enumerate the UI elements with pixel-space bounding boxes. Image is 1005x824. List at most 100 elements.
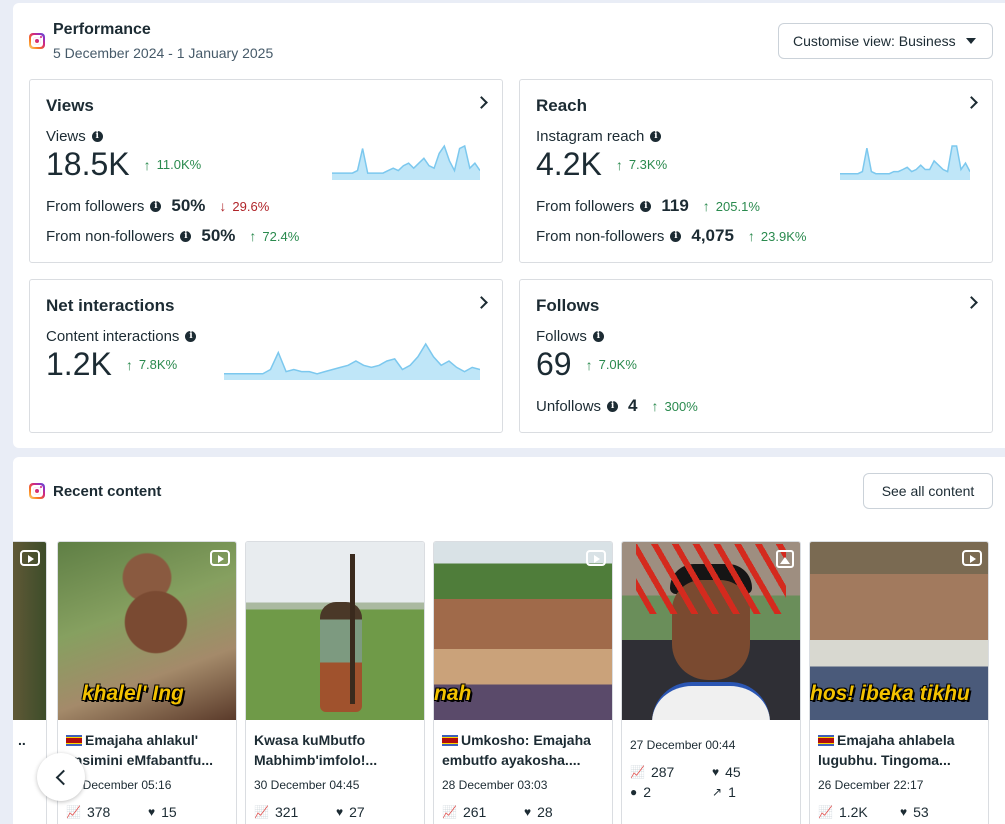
post-card[interactable]: hos! ibeka tikhu Emajaha ahlabela lugubh… bbox=[809, 541, 989, 824]
reach-card[interactable]: Reach Instagram reach i 4.2K ↑ 7.3K% From … bbox=[519, 79, 993, 263]
views-metric-label: Views i bbox=[46, 128, 103, 145]
caption-text: Emajaha ahlakul' bbox=[85, 732, 199, 748]
post-card[interactable]: nah Umkosho: Emajaha embutfo ayakosha...… bbox=[433, 541, 613, 824]
views-card[interactable]: Views Views i 18.5K ↑ 11.0K% From follower… bbox=[29, 79, 503, 263]
row-change: ↑ 300% bbox=[652, 398, 698, 414]
info-icon[interactable]: i bbox=[91, 131, 103, 142]
reel-icon bbox=[962, 550, 982, 566]
info-icon[interactable]: i bbox=[670, 230, 682, 242]
share-icon: ↗ bbox=[712, 785, 723, 799]
chevron-right-icon[interactable] bbox=[965, 296, 978, 309]
views-stat: 📈 287 bbox=[630, 764, 674, 780]
follows-metric-label: Follows i bbox=[536, 328, 604, 345]
interactions-value: 1.2K bbox=[46, 346, 112, 382]
views-stat: 📈 261 bbox=[442, 804, 486, 820]
info-icon[interactable]: i bbox=[607, 400, 619, 412]
post-thumbnail bbox=[13, 542, 46, 720]
row-label: From followers bbox=[46, 197, 145, 215]
post-card[interactable]: Kwasa kuMbutfo Mabhimb'imfolo!... 30 Dec… bbox=[245, 541, 425, 824]
row-value: 50% bbox=[171, 196, 206, 215]
post-date: 30 December 04:45 bbox=[254, 778, 360, 792]
interactions-card[interactable]: Net interactions Content interactions i 1… bbox=[29, 279, 503, 433]
row-change-text: 300% bbox=[664, 398, 698, 414]
row-value: 4,075 bbox=[691, 226, 734, 245]
sparkline-line bbox=[840, 145, 970, 175]
sparkline-line bbox=[224, 342, 480, 375]
row-label: From non-followers bbox=[536, 227, 665, 245]
thumbnail-overlay-text: khalel' Ing bbox=[82, 682, 184, 705]
info-icon[interactable]: i bbox=[640, 200, 652, 212]
caption-line: ensimini eMfabantfu... bbox=[66, 752, 214, 768]
post-card[interactable]: 27 December 00:44 📈 287 ♥ 45 ● 2 ↗ 1 bbox=[621, 541, 801, 824]
shares-stat: ↗ 1 bbox=[712, 784, 736, 800]
arrow-up-icon: ↑ bbox=[615, 156, 623, 173]
interactions-metric-label: Content interactions i bbox=[46, 328, 197, 345]
likes-stat: ♥ 28 bbox=[524, 804, 553, 820]
post-caption: Emajaha ahlakul' ensimini eMfabantfu... bbox=[66, 730, 232, 770]
follows-card-title: Follows bbox=[536, 296, 600, 315]
comments-stat: ● 2 bbox=[630, 784, 651, 800]
post-caption: Umkosho: Emajaha embutfo ayakosha.... bbox=[442, 730, 608, 770]
post-caption: Kwasa kuMbutfo Mabhimb'imfolo!... bbox=[254, 730, 420, 770]
post-thumbnail bbox=[246, 542, 424, 720]
info-icon[interactable]: i bbox=[592, 331, 604, 342]
row-change-text: 205.1% bbox=[715, 198, 760, 214]
arrow-up-icon: ↑ bbox=[651, 398, 659, 414]
chevron-right-icon[interactable] bbox=[475, 96, 488, 109]
heart-icon: ♥ bbox=[148, 805, 156, 819]
row-change-text: 72.4% bbox=[262, 228, 300, 244]
carousel-previous-button[interactable] bbox=[37, 753, 85, 801]
row-value: 119 bbox=[661, 196, 689, 215]
shares-count: 1 bbox=[728, 784, 736, 800]
feather-crown-figure bbox=[636, 544, 786, 614]
arrow-up-icon: ↑ bbox=[585, 356, 593, 373]
sparkline-area bbox=[332, 146, 480, 180]
post-caption: Emajaha ahlabela lugubhu. Tingoma... bbox=[818, 730, 984, 770]
post-card[interactable]: khalel' Ing Emajaha ahlakul' ensimini eM… bbox=[57, 541, 237, 824]
heart-icon: ♥ bbox=[900, 805, 908, 819]
caption-text: Umkosho: Emajaha bbox=[461, 732, 591, 748]
caption-line: lugubhu. Tingoma... bbox=[818, 752, 951, 768]
unfollows-row: Unfollows i 4 ↑ 300% bbox=[536, 396, 698, 416]
reach-sparkline bbox=[840, 145, 970, 180]
row-label: From non-followers bbox=[46, 227, 175, 245]
views-card-title: Views bbox=[46, 96, 94, 115]
info-icon[interactable]: i bbox=[180, 230, 192, 242]
post-thumbnail: khalel' Ing bbox=[58, 542, 236, 720]
info-icon[interactable]: i bbox=[650, 131, 662, 142]
interactions-change-text: 7.8K% bbox=[138, 357, 178, 372]
caption-line: Emajaha ahlakul' bbox=[66, 730, 232, 750]
views-icon: 📈 bbox=[254, 805, 269, 819]
sparkline-area bbox=[840, 146, 970, 180]
interactions-sparkline bbox=[224, 342, 480, 380]
row-change-text: 23.9K% bbox=[760, 228, 807, 244]
row-change: ↑ 23.9K% bbox=[748, 228, 807, 244]
row-label: From followers bbox=[536, 197, 635, 215]
likes-count: 53 bbox=[913, 804, 929, 820]
reach-metric-label: Instagram reach i bbox=[536, 128, 662, 145]
customise-view-dropdown[interactable]: Customise view: Business bbox=[778, 23, 993, 59]
follows-card[interactable]: Follows Follows i 69 ↑ 7.0K% Unfollows i 4 … bbox=[519, 279, 993, 433]
views-count: 1.2K bbox=[838, 804, 868, 820]
chevron-right-icon[interactable] bbox=[965, 96, 978, 109]
recent-content-panel: Recent content See all content .. khalel… bbox=[13, 457, 1005, 824]
performance-title: Performance bbox=[53, 21, 151, 38]
row-label: Unfollows bbox=[536, 397, 602, 415]
chevron-right-icon[interactable] bbox=[475, 296, 488, 309]
follows-value-row: 69 ↑ 7.0K% bbox=[536, 346, 637, 383]
views-icon: 📈 bbox=[66, 805, 81, 819]
see-all-content-button[interactable]: See all content bbox=[863, 473, 993, 509]
views-stat: 📈 321 bbox=[254, 804, 298, 820]
views-icon: 📈 bbox=[818, 805, 833, 819]
views-stat: 📈 378 bbox=[66, 804, 110, 820]
eswatini-flag-icon bbox=[818, 735, 834, 746]
chevron-left-icon bbox=[55, 769, 71, 785]
reel-icon bbox=[586, 550, 606, 566]
staff-figure bbox=[350, 554, 355, 704]
follows-value: 69 bbox=[536, 346, 572, 382]
interactions-card-title: Net interactions bbox=[46, 296, 175, 315]
views-count: 378 bbox=[86, 804, 111, 820]
eswatini-flag-icon bbox=[442, 735, 458, 746]
info-icon[interactable]: i bbox=[150, 200, 162, 212]
info-icon[interactable]: i bbox=[185, 331, 197, 342]
